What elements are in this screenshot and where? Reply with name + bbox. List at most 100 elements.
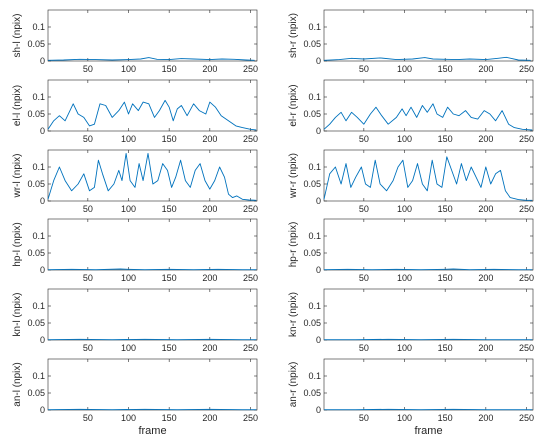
x-tick-label: 50: [83, 134, 93, 144]
y-tick-label: 0.05: [27, 109, 45, 119]
x-tick-label: 250: [243, 273, 258, 283]
subplot-sh-l: 0 0.05 0.1 50 100 150 200 250 sh-l (npix): [12, 9, 258, 74]
x-tick-label: 150: [438, 343, 453, 353]
y-tick-label: 0.05: [303, 248, 321, 258]
x-tick-label: 150: [438, 64, 453, 74]
y-tick-label: 0.1: [308, 371, 321, 381]
x-tick-label: 200: [478, 204, 493, 214]
subplot-hp-l: 0 0.05 0.1 50 100 150 200 250 hp-l (npix): [12, 218, 258, 283]
x-tick-label: 100: [121, 413, 136, 423]
x-tick-label: 200: [478, 273, 493, 283]
y-tick-label: 0.05: [27, 388, 45, 398]
series-line-el-r: [323, 103, 533, 131]
y-axis-label: an-l (npix): [12, 362, 23, 406]
axes-box: [47, 9, 258, 62]
series-line-sh-l: [47, 57, 255, 61]
x-tick-label: 200: [478, 134, 493, 144]
x-tick-label: 200: [478, 64, 493, 74]
axes-box: [323, 358, 534, 411]
y-axis-label: sh-r (npix): [288, 13, 299, 58]
x-tick-label: 250: [243, 134, 258, 144]
series-line-wr-l: [47, 152, 257, 201]
series-line-el-l: [47, 99, 257, 131]
y-tick-label: 0.1: [32, 371, 45, 381]
y-tick-label: 0.05: [303, 388, 321, 398]
y-tick-label: 0: [316, 265, 321, 275]
x-tick-label: 250: [519, 64, 534, 74]
x-tick-label: 150: [438, 413, 453, 423]
y-axis-label: an-r (npix): [288, 362, 299, 408]
x-tick-label: 50: [359, 134, 369, 144]
y-axis-label: sh-l (npix): [12, 14, 23, 58]
subplot-wr-r: 0 0.05 0.1 50 100 150 200 250 wr-r (npix): [288, 149, 534, 214]
y-tick-label: 0.1: [308, 162, 321, 172]
y-tick-label: 0.1: [308, 22, 321, 32]
y-tick-label: 0.1: [32, 162, 45, 172]
x-tick-label: 100: [397, 413, 412, 423]
y-tick-label: 0.05: [27, 39, 45, 49]
y-axis-label: wr-l (npix): [12, 154, 23, 199]
y-tick-label: 0: [40, 265, 45, 275]
y-tick-label: 0.05: [27, 318, 45, 328]
x-tick-label: 50: [359, 204, 369, 214]
x-tick-label: 50: [83, 343, 93, 353]
y-tick-label: 0.1: [32, 22, 45, 32]
x-axis-label: frame: [138, 425, 166, 437]
x-tick-label: 50: [359, 343, 369, 353]
y-axis-label: kn-l (npix): [12, 293, 23, 337]
x-tick-label: 100: [121, 273, 136, 283]
x-tick-label: 250: [243, 204, 258, 214]
x-tick-label: 200: [202, 204, 217, 214]
x-tick-label: 100: [397, 204, 412, 214]
y-axis-label: wr-r (npix): [288, 153, 299, 199]
x-tick-label: 200: [202, 134, 217, 144]
y-tick-label: 0: [40, 56, 45, 66]
x-tick-label: 100: [397, 273, 412, 283]
y-tick-label: 0.1: [308, 231, 321, 241]
y-tick-label: 0.1: [32, 92, 45, 102]
y-tick-label: 0.1: [308, 92, 321, 102]
y-tick-label: 0: [316, 56, 321, 66]
subplot-sh-r: 0 0.05 0.1 50 100 150 200 250 sh-r (npix): [288, 9, 534, 74]
y-tick-label: 0: [316, 126, 321, 136]
x-tick-label: 250: [519, 134, 534, 144]
x-tick-label: 150: [438, 273, 453, 283]
x-tick-label: 150: [162, 413, 177, 423]
x-tick-label: 100: [121, 64, 136, 74]
subplot-el-l: 0 0.05 0.1 50 100 150 200 250 el-l (npix): [12, 79, 258, 144]
axes-box: [323, 218, 534, 271]
series-line-hp-r: [323, 268, 533, 271]
axes-box: [47, 218, 258, 271]
y-tick-label: 0.05: [303, 109, 321, 119]
x-tick-label: 100: [121, 134, 136, 144]
x-tick-label: 150: [162, 204, 177, 214]
axes-box: [47, 149, 258, 202]
axes-box: [323, 79, 534, 132]
series-line-hp-l: [47, 268, 257, 271]
y-axis-label: el-r (npix): [288, 84, 299, 126]
axes-box: [47, 79, 258, 132]
y-tick-label: 0.05: [303, 39, 321, 49]
x-tick-label: 150: [162, 343, 177, 353]
x-tick-label: 250: [519, 413, 534, 423]
subplot-el-r: 0 0.05 0.1 50 100 150 200 250 el-r (npix): [288, 79, 534, 144]
y-tick-label: 0: [316, 196, 321, 206]
x-tick-label: 150: [162, 134, 177, 144]
subplot-kn-r: 0 0.05 0.1 50 100 150 200 250 kn-r (npix): [288, 288, 534, 353]
x-axis-label: frame: [414, 425, 442, 437]
x-tick-label: 100: [397, 343, 412, 353]
y-tick-label: 0: [40, 335, 45, 345]
x-tick-label: 150: [438, 134, 453, 144]
y-tick-label: 0: [316, 405, 321, 415]
x-tick-label: 200: [202, 273, 217, 283]
x-tick-label: 50: [83, 273, 93, 283]
axes-box: [323, 288, 534, 341]
x-tick-label: 200: [478, 413, 493, 423]
x-tick-label: 50: [359, 64, 369, 74]
x-tick-label: 50: [83, 204, 93, 214]
x-tick-label: 200: [202, 413, 217, 423]
x-tick-label: 50: [359, 273, 369, 283]
subplot-an-r: 0 0.05 0.1 50 100 150 200 250 an-r (npix) frame: [288, 358, 534, 437]
x-tick-label: 100: [121, 204, 136, 214]
